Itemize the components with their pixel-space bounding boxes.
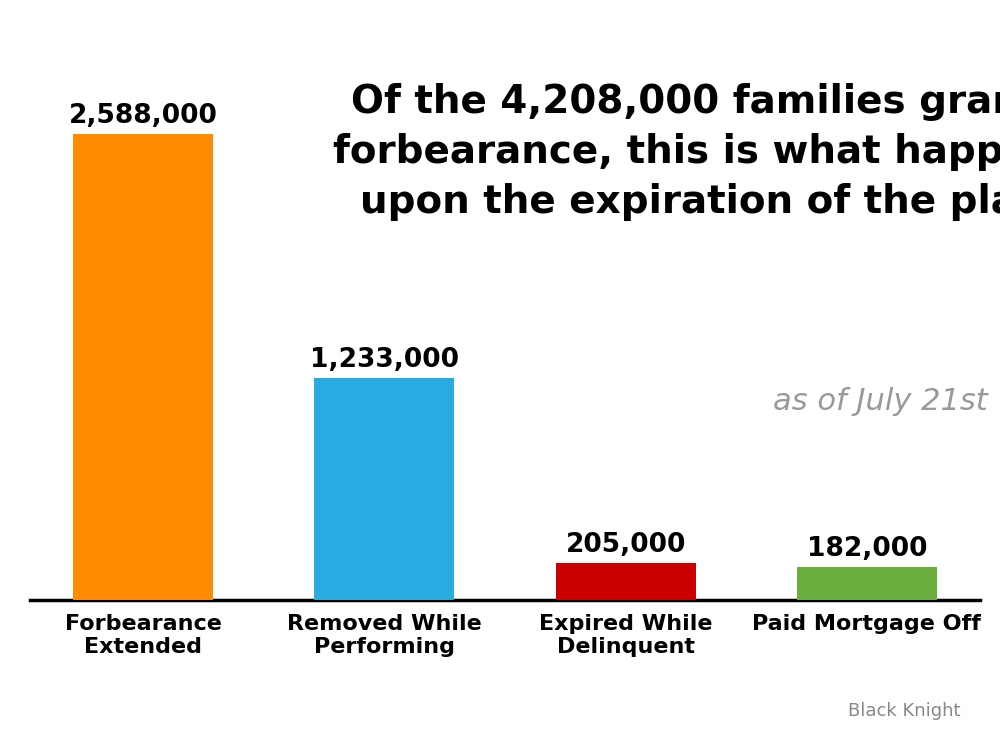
Bar bbox=[73, 134, 213, 600]
Bar bbox=[556, 563, 696, 600]
Text: 2,588,000: 2,588,000 bbox=[69, 103, 218, 129]
Text: 182,000: 182,000 bbox=[807, 536, 927, 562]
Text: 205,000: 205,000 bbox=[565, 532, 686, 558]
Bar bbox=[314, 378, 454, 600]
Text: as of July 21st: as of July 21st bbox=[773, 388, 987, 416]
Text: 1,233,000: 1,233,000 bbox=[310, 346, 459, 373]
Bar bbox=[797, 567, 937, 600]
Text: Of the 4,208,000 families granted
forbearance, this is what happened
upon the ex: Of the 4,208,000 families granted forbea… bbox=[333, 83, 1000, 221]
Text: Black Knight: Black Knight bbox=[848, 702, 960, 720]
